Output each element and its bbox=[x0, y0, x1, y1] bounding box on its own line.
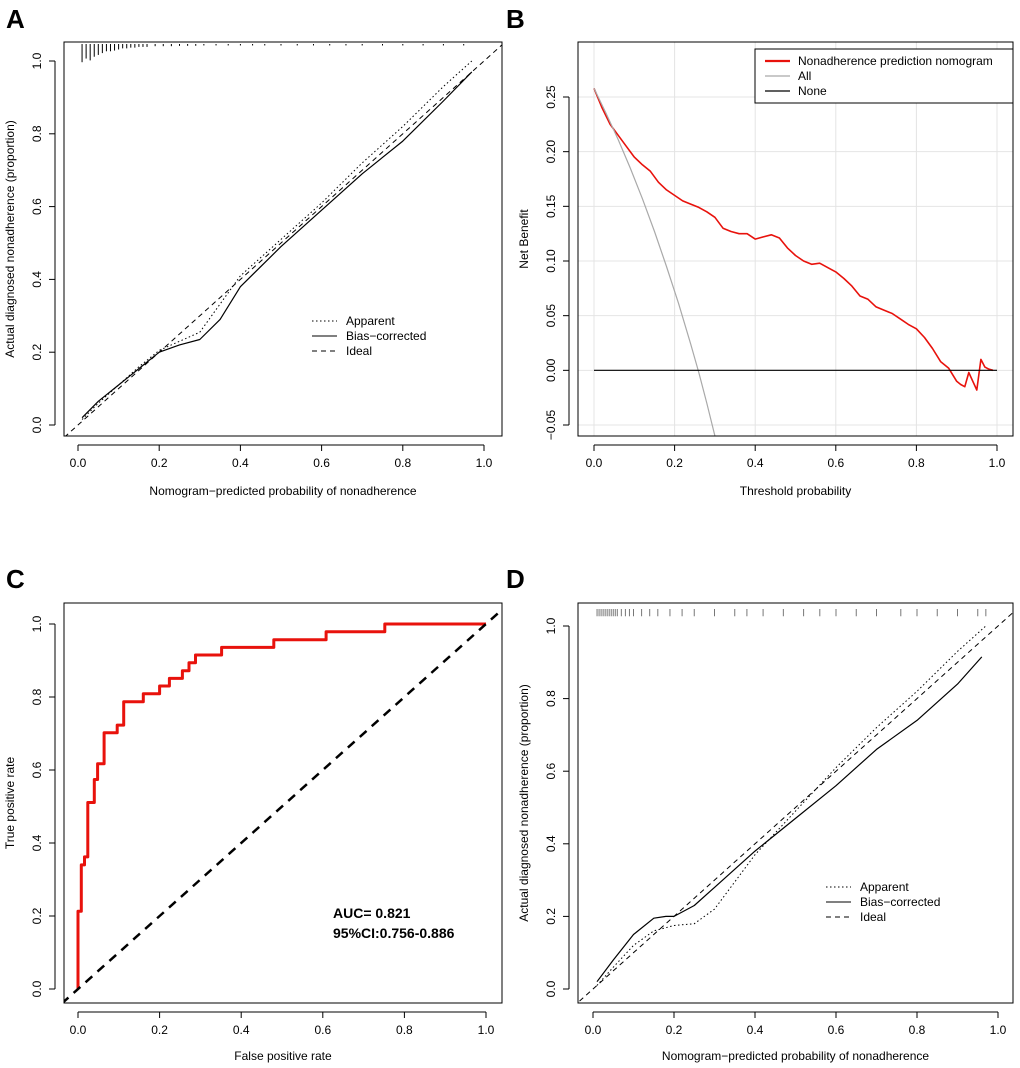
legend-entry: Apparent bbox=[860, 880, 909, 894]
panel-letter-d: D bbox=[506, 564, 525, 594]
y-tick-label: 0.6 bbox=[30, 198, 44, 215]
legend-entry: Bias−corrected bbox=[346, 329, 426, 343]
x-tick-label: 0.0 bbox=[70, 1023, 87, 1037]
x-tick-label: 0.6 bbox=[827, 456, 844, 470]
x-tick-label: 0.8 bbox=[909, 1023, 926, 1037]
auc-annotation: 95%CI:0.756-0.886 bbox=[333, 925, 455, 941]
y-tick-label: 1.0 bbox=[30, 52, 44, 69]
x-tick-label: 0.8 bbox=[394, 456, 411, 470]
x-axis-title: Nomogram−predicted probability of nonadh… bbox=[662, 1049, 929, 1063]
y-tick-label: 0.0 bbox=[30, 980, 44, 997]
panel-b-series-all bbox=[593, 88, 716, 436]
x-tick-label: 0.4 bbox=[233, 1023, 250, 1037]
y-tick-label: 1.0 bbox=[544, 617, 558, 634]
x-tick-label: 1.0 bbox=[478, 1023, 495, 1037]
y-tick-label: 0.2 bbox=[30, 344, 44, 361]
x-tick-label: 0.0 bbox=[70, 456, 87, 470]
y-tick-label: 0.2 bbox=[30, 907, 44, 924]
panel-b-frame bbox=[577, 41, 1014, 437]
panel-c-plot bbox=[64, 608, 502, 1003]
x-tick-label: 0.8 bbox=[396, 1023, 413, 1037]
y-tick-label: 0.15 bbox=[544, 194, 558, 218]
panel-c-frame bbox=[63, 602, 503, 1004]
x-tick-label: 0.0 bbox=[585, 1023, 602, 1037]
panel-d-series-ideal bbox=[578, 611, 1013, 1003]
x-tick-label: 0.4 bbox=[232, 456, 249, 470]
x-tick-label: 0.6 bbox=[828, 1023, 845, 1037]
y-tick-label: 0.6 bbox=[30, 761, 44, 778]
x-tick-label: 0.2 bbox=[151, 1023, 168, 1037]
y-tick-label: 0.2 bbox=[544, 908, 558, 925]
panel-a-plot bbox=[64, 44, 502, 436]
legend-entry: Ideal bbox=[860, 910, 886, 924]
x-axis-title: False positive rate bbox=[234, 1049, 332, 1063]
panel-d-frame bbox=[577, 602, 1014, 1004]
x-tick-label: 1.0 bbox=[989, 456, 1006, 470]
y-axis-title: Actual diagnosed nonadherence (proportio… bbox=[517, 684, 531, 922]
auc-annotation: AUC= 0.821 bbox=[333, 905, 411, 921]
y-tick-label: 0.20 bbox=[544, 140, 558, 164]
legend-entry: Ideal bbox=[346, 344, 372, 358]
y-tick-label: 1.0 bbox=[30, 615, 44, 632]
x-tick-label: 0.0 bbox=[586, 456, 603, 470]
y-tick-label: 0.4 bbox=[544, 835, 558, 852]
panel-d-series-bias-corrected bbox=[596, 656, 983, 983]
y-axis-title: Actual diagnosed nonadherence (proportio… bbox=[3, 120, 17, 358]
panel-c-series-roc bbox=[76, 622, 486, 989]
y-tick-label: 0.4 bbox=[30, 834, 44, 851]
y-tick-label: 0.8 bbox=[30, 688, 44, 705]
y-tick-label: 0.4 bbox=[30, 271, 44, 288]
x-tick-label: 0.8 bbox=[908, 456, 925, 470]
x-tick-label: 0.4 bbox=[747, 456, 764, 470]
x-tick-label: 0.6 bbox=[314, 1023, 331, 1037]
y-tick-label: 0.8 bbox=[544, 690, 558, 707]
x-tick-label: 0.2 bbox=[666, 456, 683, 470]
legend-box bbox=[754, 48, 1014, 104]
panel-letter-a: A bbox=[6, 4, 25, 34]
legend-entry: None bbox=[798, 84, 827, 98]
panel-b-plot bbox=[578, 42, 1013, 436]
x-tick-label: 1.0 bbox=[476, 456, 493, 470]
y-tick-label: 0.00 bbox=[544, 358, 558, 382]
panel-a-frame bbox=[63, 41, 503, 437]
legend-entry: All bbox=[798, 69, 811, 83]
x-tick-label: 0.4 bbox=[747, 1023, 764, 1037]
y-tick-label: 0.0 bbox=[30, 416, 44, 433]
y-tick-label: 0.8 bbox=[30, 125, 44, 142]
y-axis-title: Net Benefit bbox=[517, 209, 531, 269]
y-tick-label: 0.10 bbox=[544, 249, 558, 273]
legend-entry: Bias−corrected bbox=[860, 895, 940, 909]
y-tick-label: −0.05 bbox=[544, 409, 558, 440]
panel-d-series-apparent bbox=[596, 625, 987, 986]
panel-a-series-bias-corrected bbox=[81, 71, 473, 419]
x-axis-title: Nomogram−predicted probability of nonadh… bbox=[149, 484, 416, 498]
x-tick-label: 0.6 bbox=[313, 456, 330, 470]
panel-a-series-apparent bbox=[81, 60, 473, 420]
panel-a-series-ideal bbox=[64, 44, 502, 436]
panel-c-series-reference bbox=[64, 608, 502, 1003]
y-tick-label: 0.25 bbox=[544, 85, 558, 109]
x-tick-label: 0.2 bbox=[151, 456, 168, 470]
legend-entry: Nonadherence prediction nomogram bbox=[798, 54, 993, 68]
panel-b-series-nonadherence-prediction-nomogram bbox=[593, 87, 994, 391]
y-tick-label: 0.0 bbox=[544, 980, 558, 997]
panel-letter-b: B bbox=[506, 4, 525, 34]
y-tick-label: 0.05 bbox=[544, 304, 558, 328]
panel-letter-c: C bbox=[6, 564, 25, 594]
x-tick-label: 1.0 bbox=[990, 1023, 1007, 1037]
x-tick-label: 0.2 bbox=[666, 1023, 683, 1037]
legend-entry: Apparent bbox=[346, 314, 395, 328]
x-axis-title: Threshold probability bbox=[740, 484, 851, 498]
panel-d-plot bbox=[578, 609, 1013, 1003]
y-tick-label: 0.6 bbox=[544, 763, 558, 780]
y-axis-title: True positive rate bbox=[3, 757, 17, 850]
